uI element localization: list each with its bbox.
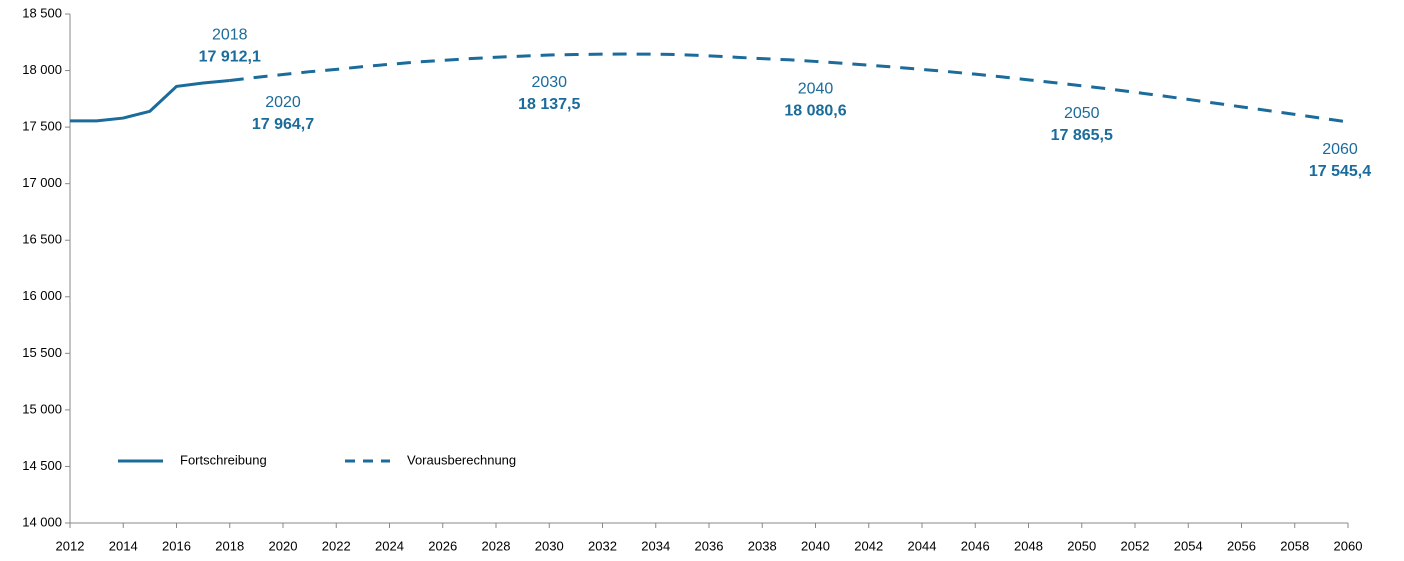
annotation-year: 2018 xyxy=(212,27,248,44)
x-tick-label: 2056 xyxy=(1227,538,1256,553)
x-tick-label: 2032 xyxy=(588,538,617,553)
series-line xyxy=(70,79,230,123)
x-tick-label: 2012 xyxy=(56,538,85,553)
x-tick-label: 2016 xyxy=(162,538,191,553)
x-tick-label: 2042 xyxy=(854,538,883,553)
annotation-value: 17 865,5 xyxy=(1051,127,1113,144)
x-tick-label: 2052 xyxy=(1121,538,1150,553)
annotation-value: 17 912,1 xyxy=(199,49,261,66)
annotation-year: 2020 xyxy=(265,94,301,111)
y-tick-label: 18 500 xyxy=(22,5,62,20)
x-tick-label: 2026 xyxy=(428,538,457,553)
legend-label: Vorausberechnung xyxy=(407,452,516,467)
x-tick-label: 2024 xyxy=(375,538,404,553)
x-tick-label: 2028 xyxy=(482,538,511,553)
x-tick-label: 2022 xyxy=(322,538,351,553)
y-tick-label: 14 500 xyxy=(22,458,62,473)
y-tick-label: 17 000 xyxy=(22,175,62,190)
x-tick-label: 2034 xyxy=(641,538,670,553)
x-tick-label: 2020 xyxy=(269,538,298,553)
x-tick-label: 2014 xyxy=(109,538,138,553)
y-tick-label: 18 000 xyxy=(22,62,62,77)
y-tick-label: 14 000 xyxy=(22,514,62,529)
annotation-year: 2040 xyxy=(798,81,834,98)
x-tick-label: 2036 xyxy=(695,538,724,553)
x-tick-label: 2046 xyxy=(961,538,990,553)
y-tick-label: 16 500 xyxy=(22,232,62,247)
annotation-year: 2050 xyxy=(1064,105,1100,122)
x-tick-label: 2060 xyxy=(1334,538,1363,553)
x-tick-label: 2044 xyxy=(908,538,937,553)
x-tick-label: 2050 xyxy=(1067,538,1096,553)
y-tick-label: 16 000 xyxy=(22,288,62,303)
x-tick-label: 2058 xyxy=(1280,538,1309,553)
annotation-value: 18 080,6 xyxy=(784,103,846,120)
y-tick-label: 15 000 xyxy=(22,401,62,416)
annotation-value: 18 137,5 xyxy=(518,96,580,113)
series-line xyxy=(229,52,1349,124)
x-tick-label: 2018 xyxy=(215,538,244,553)
annotation-value: 17 545,4 xyxy=(1309,163,1371,180)
legend-label: Fortschreibung xyxy=(180,452,267,467)
x-tick-label: 2038 xyxy=(748,538,777,553)
y-tick-label: 15 500 xyxy=(22,345,62,360)
x-tick-label: 2054 xyxy=(1174,538,1203,553)
x-tick-label: 2048 xyxy=(1014,538,1043,553)
annotation-year: 2030 xyxy=(531,74,567,91)
annotation-value: 17 964,7 xyxy=(252,116,314,133)
x-tick-label: 2040 xyxy=(801,538,830,553)
annotation-year: 2060 xyxy=(1322,141,1358,158)
x-tick-label: 2030 xyxy=(535,538,564,553)
y-tick-label: 17 500 xyxy=(22,119,62,134)
